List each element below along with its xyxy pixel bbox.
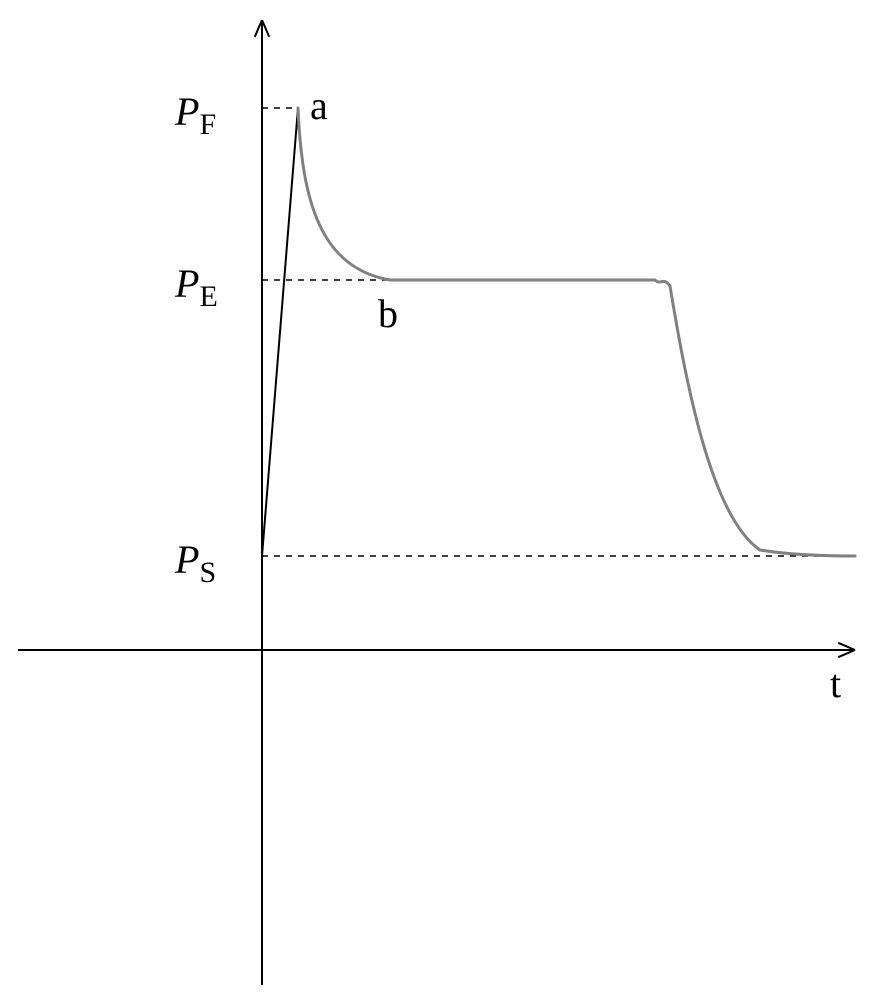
rise-segment [262,108,298,556]
ylabel-Pe-sub: E [199,280,217,313]
ylabel-Ps-sub: S [199,556,216,589]
chart-svg [0,0,879,1000]
pressure-time-chart: PFPEPSabt [0,0,879,1000]
point-label-a: a [310,82,328,129]
ylabel-Pf: PF [175,88,216,142]
ylabel-Pf-var: P [175,89,199,134]
ylabel-Pf-sub: F [199,108,216,141]
x-axis-label: t [830,660,841,707]
ylabel-Pe-var: P [175,261,199,306]
point-label-a-text: a [310,83,328,128]
x-axis-label-text: t [830,661,841,706]
ylabel-Ps-var: P [175,537,199,582]
ylabel-Ps: PS [175,536,216,590]
point-label-b-text: b [378,291,398,336]
point-label-b: b [378,290,398,337]
ylabel-Pe: PE [175,260,218,314]
